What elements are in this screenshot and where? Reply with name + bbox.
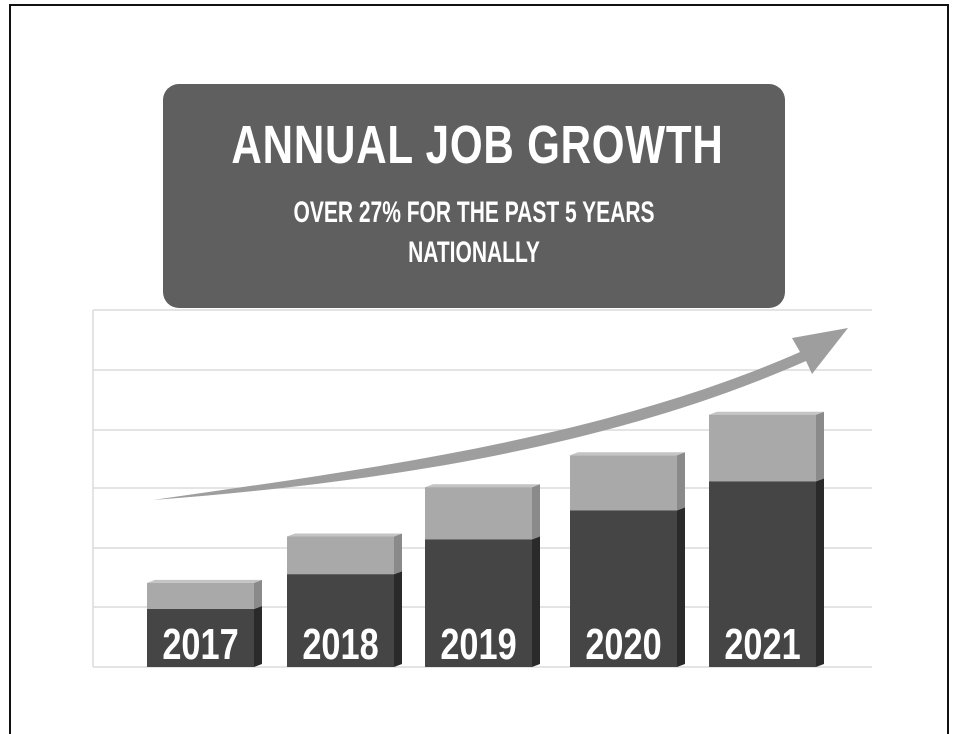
title-banner: ANNUAL JOB GROWTH OVER 27% FOR THE PAST … <box>163 84 785 308</box>
bar-lower-segment <box>709 481 816 667</box>
bar-lower-segment <box>425 539 532 667</box>
bars: 2017 2018 2019 2020 2021 <box>147 411 824 669</box>
bar-top-face <box>570 452 685 456</box>
year-label: 2017 <box>162 620 238 669</box>
year-label: 2021 <box>724 620 800 669</box>
chart-subtitle: OVER 27% FOR THE PAST 5 YEARS <box>293 196 655 229</box>
year-label: 2019 <box>440 620 516 669</box>
bar-side-light <box>394 533 402 575</box>
bar-upper-segment <box>425 487 532 540</box>
bar-side-dark <box>254 606 262 667</box>
bar-upper-segment <box>287 536 394 575</box>
bar-side-dark <box>816 478 824 667</box>
bar-side-dark <box>394 571 402 667</box>
bar-top-face <box>287 533 402 537</box>
bar-top-face <box>425 484 540 488</box>
bar-side-dark <box>677 507 685 667</box>
chart-frame <box>9 4 949 734</box>
year-label: 2020 <box>585 620 661 669</box>
bar-top-face <box>147 579 262 583</box>
bar-side-light <box>816 411 824 482</box>
bar-side-dark <box>532 536 540 667</box>
bar-upper-segment <box>570 455 677 511</box>
bar-lower-segment <box>147 609 254 667</box>
bar-upper-segment <box>709 414 816 482</box>
bar-lower-segment <box>570 510 677 667</box>
bar-lower-segment <box>287 574 394 667</box>
chart-subtitle-line-2: NATIONALLY <box>408 236 540 269</box>
chart-title: ANNUAL JOB GROWTH <box>231 115 724 175</box>
bar-side-light <box>677 452 685 511</box>
bar-upper-segment <box>147 582 254 609</box>
year-label: 2018 <box>302 620 378 669</box>
bar-side-light <box>532 484 540 540</box>
bar-top-face <box>709 411 824 415</box>
bar-side-light <box>254 579 262 609</box>
